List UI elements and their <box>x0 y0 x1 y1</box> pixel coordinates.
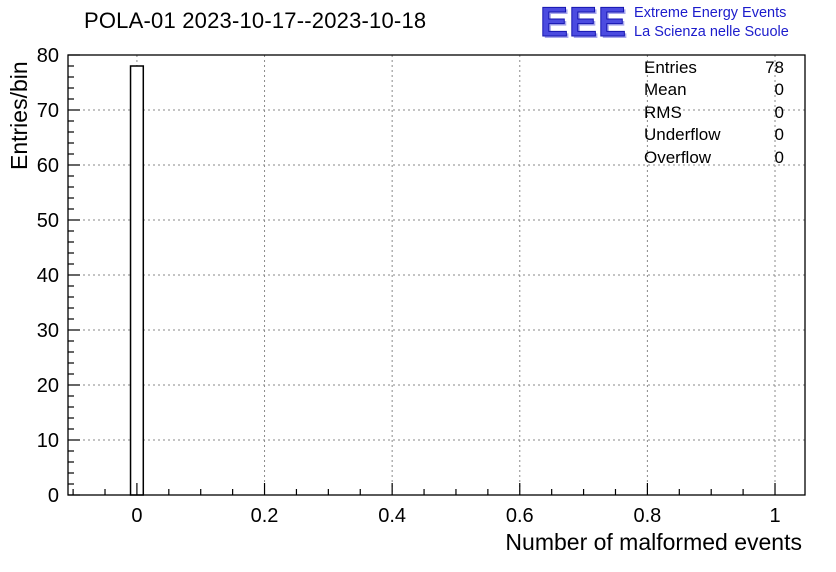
x-tick-label: 0 <box>131 505 142 527</box>
stats-label: Entries <box>644 58 697 77</box>
stats-row: Underflow 0 <box>644 124 784 146</box>
x-tick-label: 1 <box>769 505 780 527</box>
stats-row: RMS 0 <box>644 102 784 124</box>
x-tick-label: 0.6 <box>506 505 534 527</box>
plot-frame <box>67 54 806 496</box>
x-axis-label: Number of malformed events <box>505 529 802 555</box>
histogram-bar <box>129 65 145 496</box>
y-tick-label: 80 <box>37 45 59 67</box>
stats-value: 0 <box>774 125 784 145</box>
eee-logo-line2: La Scienza nelle Scuole <box>634 24 789 40</box>
y-tick-label: 30 <box>37 320 59 342</box>
stats-value: 78 <box>765 58 784 77</box>
x-tick-label: 0.2 <box>251 505 279 527</box>
x-tick-label: 0.8 <box>633 505 661 527</box>
stats-label: RMS <box>644 102 682 122</box>
stats-label: Mean <box>644 80 687 100</box>
y-tick-label: 70 <box>37 100 59 122</box>
y-tick-label: 60 <box>37 155 59 177</box>
eee-logo-subtitle: Extreme Energy Events La Scienza nelle S… <box>634 2 789 42</box>
y-tick-label: 0 <box>48 485 59 507</box>
plot-title: POLA-01 2023-10-17--2023-10-18 <box>84 8 427 33</box>
stats-value: 0 <box>774 147 784 167</box>
eee-logo: EEE Extreme Energy Events La Scienza nel… <box>539 0 789 45</box>
y-tick-label: 20 <box>37 375 59 397</box>
stats-box: Entries 78 Mean 0 RMS 0 Underflow 0 Overflow 0 <box>644 57 784 169</box>
stats-label: Underflow <box>644 125 721 145</box>
y-tick-label: 50 <box>37 210 59 232</box>
stats-row: Mean 0 <box>644 79 784 101</box>
stats-value: 0 <box>774 80 784 100</box>
y-axis-label: Entries/bin <box>6 61 32 170</box>
stats-value: 0 <box>774 102 784 122</box>
stats-label: Overflow <box>644 147 712 167</box>
y-tick-label: 10 <box>37 430 59 452</box>
stats-row: Overflow 0 <box>644 147 784 169</box>
stats-row: Entries 78 <box>644 57 784 79</box>
x-tick-label: 0.4 <box>378 505 406 527</box>
eee-logo-text: EEE <box>539 0 628 45</box>
eee-logo-line1: Extreme Energy Events <box>634 5 787 21</box>
y-tick-label: 40 <box>37 265 59 287</box>
